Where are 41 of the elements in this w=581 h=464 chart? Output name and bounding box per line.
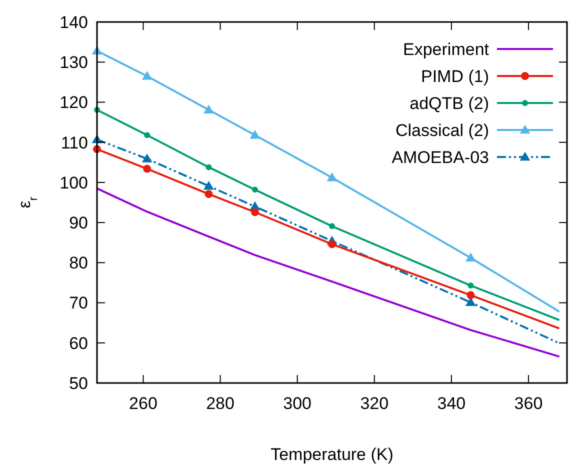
point	[466, 291, 475, 300]
point	[142, 154, 152, 162]
legend-label: Experiment	[403, 40, 490, 59]
x-tick-label: 300	[283, 394, 312, 413]
point	[465, 297, 476, 306]
point	[204, 180, 214, 190]
point	[465, 252, 476, 262]
y-tick-label: 120	[60, 93, 88, 112]
point	[144, 132, 150, 138]
point	[468, 282, 474, 289]
x-axis-title: Temperature (K)	[270, 445, 394, 464]
x-tick-label: 320	[360, 394, 389, 413]
y-tick-label: 90	[69, 214, 88, 233]
y-tick-label: 140	[60, 12, 88, 32]
legend-label: Classical (2)	[395, 120, 489, 140]
y-tick-label: 100	[60, 173, 88, 192]
point	[250, 130, 260, 139]
y-tick-label: 50	[69, 374, 88, 393]
point	[326, 172, 338, 182]
y-tick-label: 110	[60, 133, 88, 152]
point	[329, 223, 335, 230]
x-tick-label: 280	[206, 394, 234, 413]
y-tick-label: 80	[69, 254, 88, 273]
point	[250, 208, 259, 216]
y-tick-label: 70	[69, 294, 88, 313]
point	[252, 186, 258, 193]
legend-label: AMOEBA-03	[392, 148, 489, 167]
point	[204, 104, 214, 114]
x-tick-label: 260	[129, 394, 158, 413]
y-tick-label: 60	[69, 334, 88, 353]
point	[204, 190, 213, 198]
legend-label: PIMD (1)	[421, 66, 489, 86]
point	[328, 240, 336, 248]
point	[206, 164, 212, 170]
point	[142, 70, 152, 80]
line-series	[96, 187, 560, 358]
legend-label: adQTB (2)	[410, 94, 489, 113]
x-tick-label: 340	[437, 394, 466, 413]
point	[143, 164, 152, 173]
x-tick-label: 360	[514, 394, 543, 413]
y-tick-label: 130	[60, 53, 88, 72]
